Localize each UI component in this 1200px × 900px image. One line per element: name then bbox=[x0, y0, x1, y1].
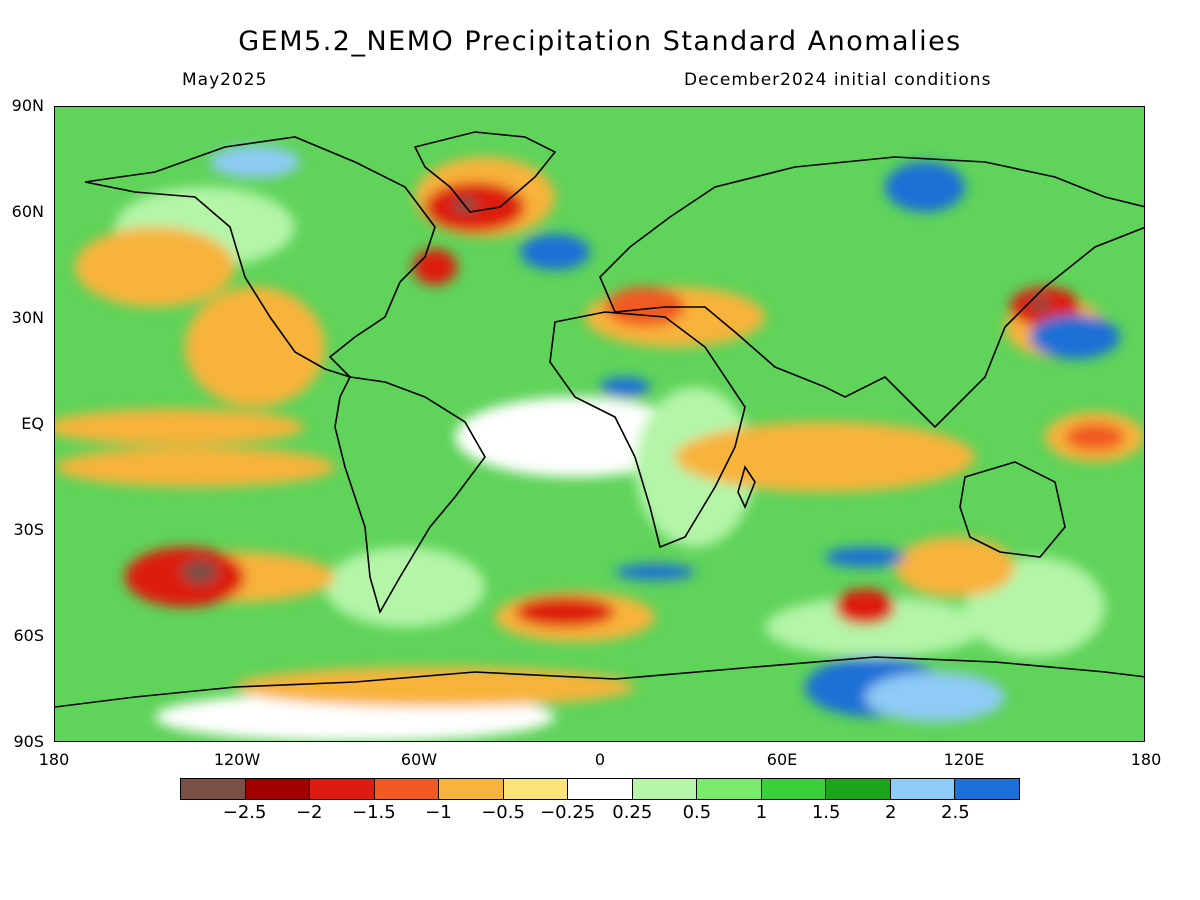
legend-tick-label: −2 bbox=[295, 802, 323, 823]
lon-label: 120E bbox=[943, 750, 985, 769]
lat-label: EQ bbox=[21, 414, 44, 433]
legend-tick-label: −0.25 bbox=[540, 802, 596, 823]
legend-swatch bbox=[955, 779, 1019, 799]
lon-label: 0 bbox=[594, 750, 606, 769]
lon-label: 180 bbox=[1130, 750, 1162, 769]
lat-label: 60S bbox=[13, 626, 44, 645]
legend-tick-label: 1 bbox=[755, 802, 768, 823]
chart-title: GEM5.2_NEMO Precipitation Standard Anoma… bbox=[238, 26, 962, 57]
lat-label: 90S bbox=[13, 732, 44, 751]
legend-swatch bbox=[310, 779, 375, 799]
lon-label: 180 bbox=[38, 750, 70, 769]
legend-swatch bbox=[890, 779, 956, 799]
legend-swatch bbox=[632, 779, 698, 799]
legend-tick-label: 2.5 bbox=[941, 802, 970, 823]
lat-label: 60N bbox=[11, 202, 44, 221]
legend-tick-label: −0.5 bbox=[481, 802, 525, 823]
anomaly-patches bbox=[55, 146, 1144, 741]
lat-label: 90N bbox=[11, 96, 44, 115]
legend-swatch bbox=[181, 779, 246, 799]
legend-tick-label: −1.5 bbox=[351, 802, 396, 823]
anomaly-field bbox=[55, 107, 1144, 741]
forecast-month: May2025 bbox=[182, 70, 268, 90]
anomaly-map bbox=[54, 106, 1145, 742]
legend-tick-label: 2 bbox=[885, 802, 897, 823]
lat-label: 30N bbox=[11, 308, 44, 327]
legend-tick-label: 0.25 bbox=[612, 802, 653, 823]
legend-swatch bbox=[374, 779, 440, 799]
legend-swatch bbox=[697, 779, 762, 799]
color-legend bbox=[180, 778, 1020, 800]
legend-tick-label: −1 bbox=[425, 802, 452, 823]
legend-tick-label: −2.5 bbox=[222, 802, 267, 823]
legend-swatch bbox=[761, 779, 827, 799]
lon-label: 60E bbox=[766, 750, 798, 769]
legend-swatch bbox=[826, 779, 891, 799]
lat-label: 30S bbox=[13, 520, 44, 539]
initial-conditions: December2024 initial conditions bbox=[684, 70, 992, 90]
legend-swatch bbox=[503, 779, 569, 799]
lon-label: 60W bbox=[400, 750, 438, 769]
legend-swatch bbox=[439, 779, 504, 799]
legend-tick-label: 0.5 bbox=[682, 802, 712, 823]
lon-label: 120W bbox=[213, 750, 261, 769]
legend-swatch bbox=[568, 779, 633, 799]
legend-swatch bbox=[245, 779, 311, 799]
legend-tick-label: 1.5 bbox=[811, 802, 841, 823]
coastlines bbox=[55, 131, 1144, 708]
